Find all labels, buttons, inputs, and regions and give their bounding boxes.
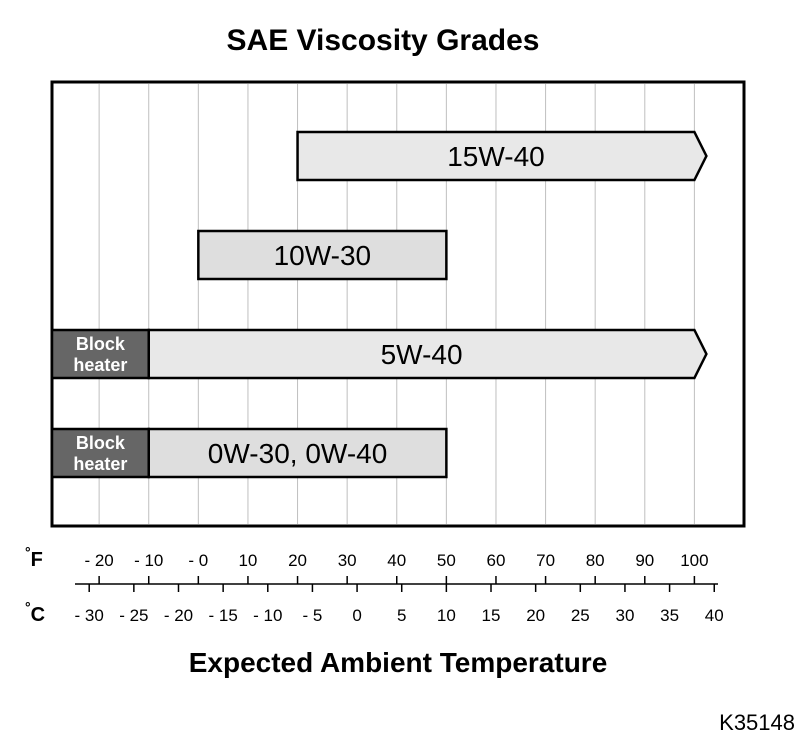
fahrenheit-tick-label: 10 [238, 551, 257, 570]
fahrenheit-tick-label: 100 [680, 551, 708, 570]
celsius-tick-label: 20 [526, 606, 545, 625]
fahrenheit-tick-label: 40 [387, 551, 406, 570]
celsius-tick-label: 40 [705, 606, 724, 625]
fahrenheit-tick-label: 80 [586, 551, 605, 570]
fahrenheit-tick-label: 90 [635, 551, 654, 570]
bar [147, 427, 448, 479]
fahrenheit-ticks: - 20 - 10 - 0 10 20 30 40 50 60 70 80 90 100 [84, 551, 708, 570]
block-heater-label: heater [73, 355, 127, 375]
degree-symbol: ° [25, 599, 31, 615]
celsius-tick-label: 10 [437, 606, 456, 625]
fahrenheit-unit: °F [25, 544, 43, 571]
celsius-unit: °C [25, 599, 45, 626]
fahrenheit-tick-label: 60 [487, 551, 506, 570]
fahrenheit-tick-label: 50 [437, 551, 456, 570]
bar [197, 229, 448, 281]
celsius-tick-label: - 15 [208, 606, 237, 625]
celsius-ticks: - 30 - 25 - 20 - 15 - 10 - 5 0 5 10 15 20 25 30 35 40 [75, 606, 724, 625]
celsius-tick-label: 25 [571, 606, 590, 625]
fahrenheit-tick-label: 20 [288, 551, 307, 570]
fahrenheit-tick-label: 30 [338, 551, 357, 570]
celsius-tick-label: 0 [352, 606, 361, 625]
chart-title: SAE Viscosity Grades [227, 24, 540, 57]
block-heater-label: Block [76, 334, 126, 354]
block-heater-label: heater [73, 454, 127, 474]
celsius-tick-label: - 20 [164, 606, 193, 625]
celsius-tick-label: 30 [615, 606, 634, 625]
celsius-tick-label: - 10 [253, 606, 282, 625]
celsius-tick-label: 15 [482, 606, 501, 625]
bar [296, 130, 708, 182]
celsius-tick-label: - 5 [303, 606, 323, 625]
block-heater-label: Block [76, 433, 126, 453]
plot-frame [50, 80, 746, 528]
x-axis-label: Expected Ambient Temperature [189, 647, 608, 678]
bar-label: 0W-30, 0W-40 [208, 438, 387, 469]
bar-label: 15W-40 [447, 141, 545, 172]
celsius-unit-letter: C [31, 604, 45, 626]
bar-label: 10W-30 [274, 240, 372, 271]
fahrenheit-tick-label: - 10 [134, 551, 163, 570]
fahrenheit-tick-label: 70 [536, 551, 555, 570]
fahrenheit-unit-letter: F [31, 549, 43, 571]
fahrenheit-tick-label: - 20 [84, 551, 113, 570]
temperature-axis [75, 576, 718, 592]
block-heater-segment [50, 328, 150, 380]
celsius-tick-label: 5 [397, 606, 406, 625]
celsius-tick-label: 35 [660, 606, 679, 625]
celsius-tick-label: - 25 [119, 606, 148, 625]
figure-code: K35148 [719, 710, 795, 735]
fahrenheit-tick-label: - 0 [188, 551, 208, 570]
celsius-tick-label: - 30 [75, 606, 104, 625]
bar-label: 5W-40 [381, 339, 463, 370]
block-heater-segment [50, 427, 150, 479]
degree-symbol: ° [25, 544, 31, 560]
